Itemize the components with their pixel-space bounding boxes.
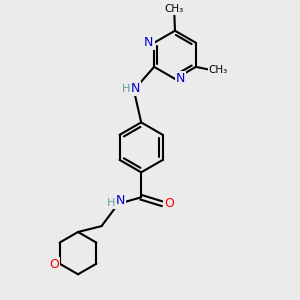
Text: H: H (107, 198, 115, 208)
Text: N: N (130, 82, 140, 95)
Text: O: O (49, 258, 59, 271)
Text: H: H (122, 84, 130, 94)
Text: N: N (144, 36, 154, 49)
Text: O: O (164, 197, 174, 210)
Text: N: N (176, 72, 185, 86)
Text: CH₃: CH₃ (165, 4, 184, 14)
Text: CH₃: CH₃ (208, 65, 228, 75)
Text: N: N (116, 194, 125, 207)
